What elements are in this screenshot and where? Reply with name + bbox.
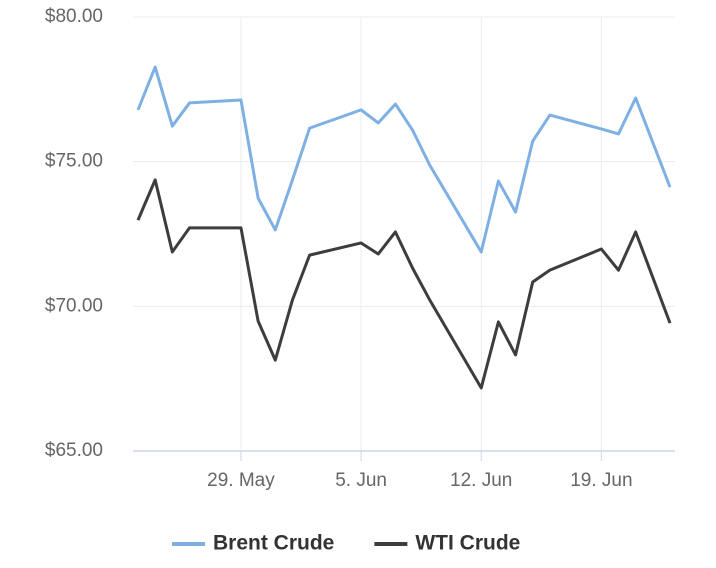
y-tick-label: $80.00 [45, 6, 103, 27]
series-line [136, 65, 672, 254]
legend-label: Brent Crude [213, 532, 334, 555]
legend-label: WTI Crude [415, 532, 520, 555]
x-tick-label: 5. Jun [335, 470, 387, 491]
x-tick-label: 29. May [207, 470, 275, 491]
x-tick-label: 12. Jun [450, 470, 512, 491]
y-tick-label: $75.00 [45, 151, 103, 172]
y-tick-label: $70.00 [45, 295, 103, 316]
y-tick-label: $65.00 [45, 440, 103, 461]
series-line [136, 178, 672, 390]
x-tick-label: 19. Jun [570, 470, 632, 491]
